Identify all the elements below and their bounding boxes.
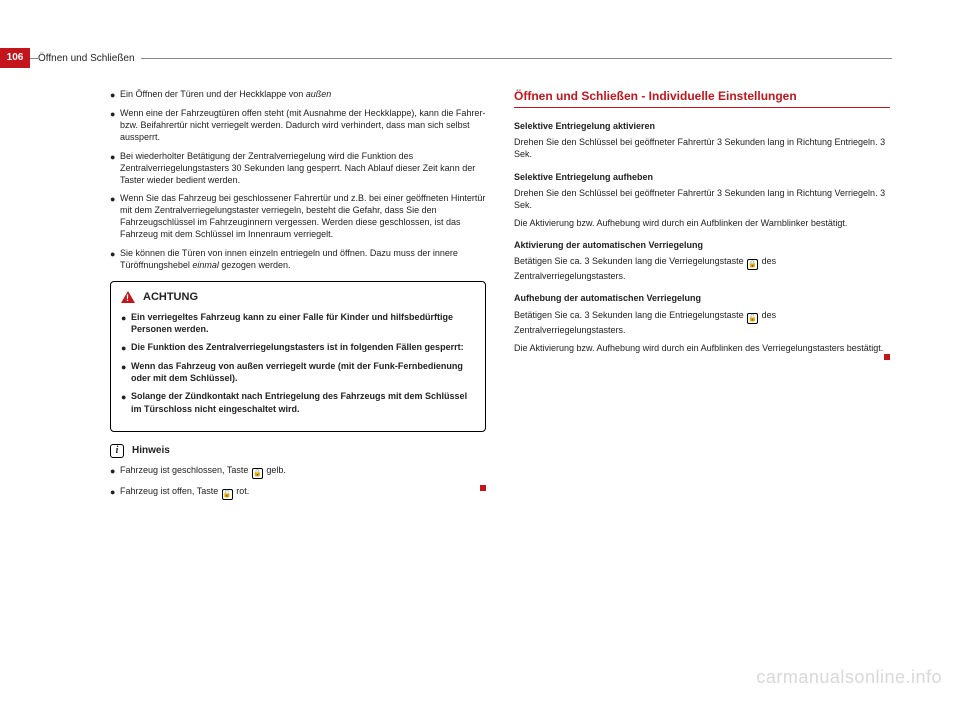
paragraph: Drehen Sie den Schlüssel bei geöffneter … — [514, 187, 890, 211]
bullet-text: Fahrzeug ist geschlossen, Taste 🔒 gelb. — [120, 464, 486, 479]
bullet-text: Ein verriegeltes Fahrzeug kann zu einer … — [131, 311, 475, 335]
warning-box: ACHTUNG ● Ein verriegeltes Fahrzeug kann… — [110, 281, 486, 432]
bullet-text: Fahrzeug ist offen, Taste 🔓 rot. — [120, 485, 486, 500]
info-icon: i — [110, 444, 124, 458]
bullet-text: Bei wiederholter Betätigung der Zentralv… — [120, 150, 486, 186]
bullet-text: Wenn eine der Fahrzeugtüren offen steht … — [120, 107, 486, 143]
bullet-dot: ● — [121, 390, 131, 414]
warning-header: ACHTUNG — [121, 290, 475, 305]
bullet-item: ● Bei wiederholter Betätigung der Zentra… — [110, 150, 486, 186]
bullet-dot: ● — [110, 107, 120, 143]
bullet-item: ● Wenn eine der Fahrzeugtüren offen steh… — [110, 107, 486, 143]
bullet-item: ● Ein verriegeltes Fahrzeug kann zu eine… — [121, 311, 475, 335]
lock-icon: 🔒 — [747, 259, 758, 270]
unlock-icon: 🔓 — [222, 489, 233, 500]
paragraph: Die Aktivierung bzw. Aufhebung wird durc… — [514, 342, 890, 354]
left-column: ● Ein Öffnen der Türen und der Heckklapp… — [110, 88, 486, 506]
bullet-dot: ● — [121, 311, 131, 335]
header-rule — [30, 58, 892, 59]
warning-label: ACHTUNG — [143, 290, 198, 305]
section-end-icon — [480, 485, 486, 491]
bullet-item: ● Fahrzeug ist offen, Taste 🔓 rot. — [110, 485, 486, 500]
paragraph: Betätigen Sie ca. 3 Sekunden lang die En… — [514, 309, 890, 336]
bullet-text: Die Funktion des Zentralverriegelungstas… — [131, 341, 475, 354]
paragraph: Betätigen Sie ca. 3 Sekunden lang die Ve… — [514, 255, 890, 282]
paragraph: Die Aktivierung bzw. Aufhebung wird durc… — [514, 217, 890, 229]
right-column: Öffnen und Schließen - Individuelle Eins… — [514, 88, 890, 506]
bullet-dot: ● — [110, 88, 120, 101]
subsection-title: Selektive Entriegelung aufheben — [514, 171, 890, 183]
section-end-icon — [884, 354, 890, 360]
subsection-title: Selektive Entriegelung aktivieren — [514, 120, 890, 132]
bullet-dot: ● — [110, 192, 120, 241]
note-header: i Hinweis — [110, 444, 486, 458]
subsection-title: Aktivierung der automatischen Verriegelu… — [514, 239, 890, 251]
note-label: Hinweis — [132, 444, 170, 458]
unlock-icon: 🔓 — [747, 313, 758, 324]
bullet-dot: ● — [110, 485, 120, 500]
bullet-text: Wenn das Fahrzeug von außen verriegelt w… — [131, 360, 475, 384]
watermark: carmanualsonline.info — [756, 665, 942, 689]
bullet-text: Wenn Sie das Fahrzeug bei geschlossener … — [120, 192, 486, 241]
bullet-item: ● Die Funktion des Zentralverriegelungst… — [121, 341, 475, 354]
bullet-dot: ● — [110, 150, 120, 186]
paragraph: Drehen Sie den Schlüssel bei geöffneter … — [514, 136, 890, 160]
bullet-item: ● Sie können die Türen von innen einzeln… — [110, 247, 486, 271]
bullet-text: Sie können die Türen von innen einzeln e… — [120, 247, 486, 271]
bullet-dot: ● — [121, 360, 131, 384]
section-heading: Öffnen und Schließen - Individuelle Eins… — [514, 88, 890, 108]
bullet-item: ● Fahrzeug ist geschlossen, Taste 🔒 gelb… — [110, 464, 486, 479]
bullet-text: Solange der Zündkontakt nach Entriegelun… — [131, 390, 475, 414]
bullet-item: ● Wenn das Fahrzeug von außen verriegelt… — [121, 360, 475, 384]
bullet-dot: ● — [121, 341, 131, 354]
bullet-item: ● Ein Öffnen der Türen und der Heckklapp… — [110, 88, 486, 101]
bullet-dot: ● — [110, 464, 120, 479]
warning-triangle-icon — [121, 291, 135, 303]
bullet-item: ● Wenn Sie das Fahrzeug bei geschlossene… — [110, 192, 486, 241]
bullet-dot: ● — [110, 247, 120, 271]
page-number-tab: 106 — [0, 48, 30, 68]
bullet-text: Ein Öffnen der Türen und der Heckklappe … — [120, 88, 486, 101]
subsection-title: Aufhebung der automatischen Verriegelung — [514, 292, 890, 304]
chapter-title: Öffnen und Schließen — [38, 52, 141, 66]
lock-icon: 🔒 — [252, 468, 263, 479]
content-columns: ● Ein Öffnen der Türen und der Heckklapp… — [110, 88, 890, 506]
bullet-item: ● Solange der Zündkontakt nach Entriegel… — [121, 390, 475, 414]
